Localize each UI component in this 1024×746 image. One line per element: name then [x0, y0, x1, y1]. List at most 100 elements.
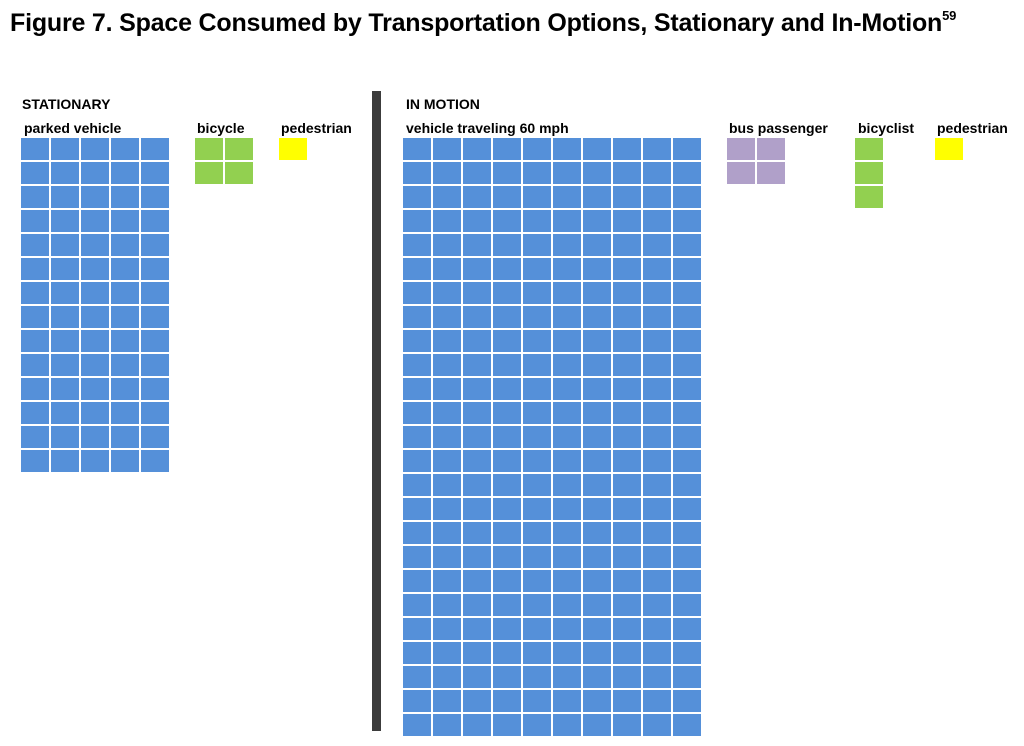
section-divider: [372, 91, 381, 731]
unit-square-vehicle-traveling-60-mph: [673, 282, 701, 304]
unit-square-vehicle-traveling-60-mph: [583, 210, 611, 232]
unit-square-vehicle-traveling-60-mph: [643, 690, 671, 712]
unit-square-parked-vehicle: [111, 186, 139, 208]
grid-bicycle: [195, 138, 253, 184]
unit-square-vehicle-traveling-60-mph: [403, 690, 431, 712]
unit-square-vehicle-traveling-60-mph: [403, 714, 431, 736]
unit-square-parked-vehicle: [21, 186, 49, 208]
unit-square-parked-vehicle: [141, 378, 169, 400]
label-bus-passenger: bus passenger: [729, 120, 828, 136]
unit-square-vehicle-traveling-60-mph: [433, 162, 461, 184]
unit-square-vehicle-traveling-60-mph: [403, 498, 431, 520]
unit-square-vehicle-traveling-60-mph: [523, 234, 551, 256]
unit-square-vehicle-traveling-60-mph: [433, 642, 461, 664]
unit-square-parked-vehicle: [51, 138, 79, 160]
unit-square-vehicle-traveling-60-mph: [403, 426, 431, 448]
unit-square-vehicle-traveling-60-mph: [523, 570, 551, 592]
unit-square-vehicle-traveling-60-mph: [553, 258, 581, 280]
unit-square-vehicle-traveling-60-mph: [643, 258, 671, 280]
unit-square-vehicle-traveling-60-mph: [583, 546, 611, 568]
unit-square-vehicle-traveling-60-mph: [643, 402, 671, 424]
unit-square-vehicle-traveling-60-mph: [403, 186, 431, 208]
unit-square-parked-vehicle: [81, 234, 109, 256]
unit-square-parked-vehicle: [141, 138, 169, 160]
unit-square-vehicle-traveling-60-mph: [403, 330, 431, 352]
unit-square-vehicle-traveling-60-mph: [463, 210, 491, 232]
unit-square-vehicle-traveling-60-mph: [493, 330, 521, 352]
unit-square-vehicle-traveling-60-mph: [643, 186, 671, 208]
unit-square-parked-vehicle: [51, 354, 79, 376]
unit-square-vehicle-traveling-60-mph: [673, 690, 701, 712]
unit-square-vehicle-traveling-60-mph: [433, 522, 461, 544]
unit-square-parked-vehicle: [81, 402, 109, 424]
unit-square-vehicle-traveling-60-mph: [673, 522, 701, 544]
unit-square-vehicle-traveling-60-mph: [673, 642, 701, 664]
unit-square-vehicle-traveling-60-mph: [463, 570, 491, 592]
unit-square-parked-vehicle: [81, 282, 109, 304]
label-vehicle-60mph: vehicle traveling 60 mph: [406, 120, 569, 136]
unit-square-bus-passenger: [727, 138, 755, 160]
unit-square-parked-vehicle: [141, 306, 169, 328]
unit-square-vehicle-traveling-60-mph: [643, 138, 671, 160]
unit-square-vehicle-traveling-60-mph: [403, 210, 431, 232]
unit-square-vehicle-traveling-60-mph: [523, 402, 551, 424]
unit-square-vehicle-traveling-60-mph: [523, 330, 551, 352]
unit-square-vehicle-traveling-60-mph: [553, 450, 581, 472]
unit-square-vehicle-traveling-60-mph: [553, 330, 581, 352]
unit-square-vehicle-traveling-60-mph: [673, 186, 701, 208]
unit-square-vehicle-traveling-60-mph: [673, 474, 701, 496]
unit-square-vehicle-traveling-60-mph: [583, 330, 611, 352]
unit-square-vehicle-traveling-60-mph: [433, 138, 461, 160]
unit-square-vehicle-traveling-60-mph: [583, 426, 611, 448]
unit-square-vehicle-traveling-60-mph: [613, 306, 641, 328]
unit-square-vehicle-traveling-60-mph: [583, 474, 611, 496]
unit-square-parked-vehicle: [51, 210, 79, 232]
unit-square-parked-vehicle: [51, 258, 79, 280]
unit-square-vehicle-traveling-60-mph: [403, 258, 431, 280]
unit-square-vehicle-traveling-60-mph: [433, 186, 461, 208]
unit-square-vehicle-traveling-60-mph: [643, 642, 671, 664]
unit-square-vehicle-traveling-60-mph: [463, 306, 491, 328]
unit-square-vehicle-traveling-60-mph: [463, 354, 491, 376]
grid-bus-passenger: [727, 138, 785, 184]
grid-vehicle-60mph: [403, 138, 701, 736]
unit-square-vehicle-traveling-60-mph: [523, 138, 551, 160]
unit-square-vehicle-traveling-60-mph: [403, 570, 431, 592]
unit-square-parked-vehicle: [81, 210, 109, 232]
unit-square-parked-vehicle: [141, 402, 169, 424]
section-label-stationary: STATIONARY: [22, 96, 111, 112]
unit-square-parked-vehicle: [51, 378, 79, 400]
unit-square-vehicle-traveling-60-mph: [553, 138, 581, 160]
unit-square-parked-vehicle: [141, 186, 169, 208]
unit-square-vehicle-traveling-60-mph: [523, 162, 551, 184]
unit-square-vehicle-traveling-60-mph: [433, 474, 461, 496]
unit-square-parked-vehicle: [141, 354, 169, 376]
unit-square-parked-vehicle: [81, 378, 109, 400]
unit-square-vehicle-traveling-60-mph: [403, 618, 431, 640]
unit-square-vehicle-traveling-60-mph: [493, 714, 521, 736]
unit-square-parked-vehicle: [111, 402, 139, 424]
unit-square-vehicle-traveling-60-mph: [403, 138, 431, 160]
unit-square-vehicle-traveling-60-mph: [433, 594, 461, 616]
unit-square-vehicle-traveling-60-mph: [583, 402, 611, 424]
unit-square-vehicle-traveling-60-mph: [463, 234, 491, 256]
unit-square-vehicle-traveling-60-mph: [673, 138, 701, 160]
label-bicycle: bicycle: [197, 120, 245, 136]
label-pedestrian-stationary: pedestrian: [281, 120, 352, 136]
unit-square-pedestrian: [935, 138, 963, 160]
unit-square-parked-vehicle: [81, 258, 109, 280]
unit-square-vehicle-traveling-60-mph: [613, 354, 641, 376]
unit-square-parked-vehicle: [111, 258, 139, 280]
unit-square-vehicle-traveling-60-mph: [553, 186, 581, 208]
unit-square-vehicle-traveling-60-mph: [493, 162, 521, 184]
unit-square-vehicle-traveling-60-mph: [673, 306, 701, 328]
unit-square-vehicle-traveling-60-mph: [673, 234, 701, 256]
grid-bicyclist: [855, 138, 883, 208]
unit-square-vehicle-traveling-60-mph: [613, 618, 641, 640]
unit-square-parked-vehicle: [141, 450, 169, 472]
unit-square-vehicle-traveling-60-mph: [493, 474, 521, 496]
unit-square-vehicle-traveling-60-mph: [463, 450, 491, 472]
unit-square-parked-vehicle: [21, 282, 49, 304]
unit-square-vehicle-traveling-60-mph: [673, 378, 701, 400]
unit-square-vehicle-traveling-60-mph: [583, 714, 611, 736]
